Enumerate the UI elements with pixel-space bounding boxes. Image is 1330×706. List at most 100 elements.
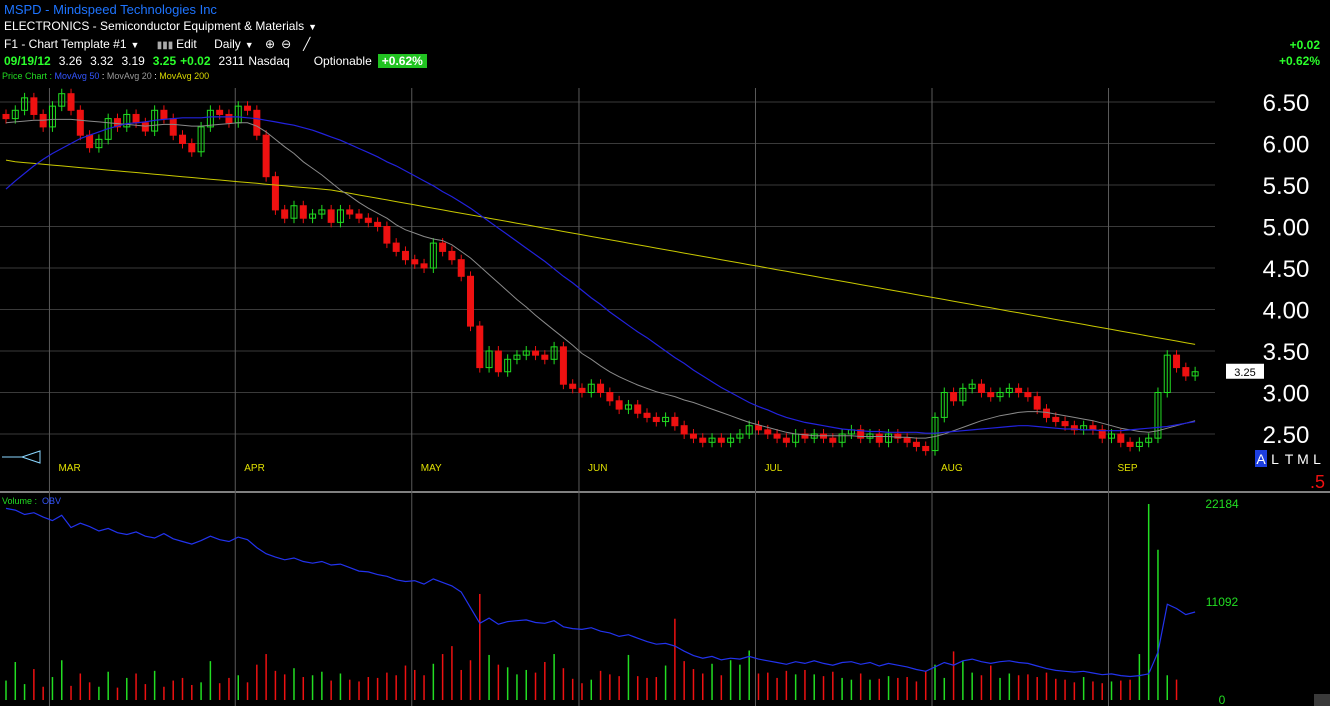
candle-down xyxy=(281,209,289,219)
volume-tick-label: 22184 xyxy=(1205,497,1239,511)
range-button[interactable]: A xyxy=(1256,451,1266,467)
period-label: Daily xyxy=(214,37,241,51)
candle-down xyxy=(950,392,958,402)
candle-down xyxy=(773,433,781,439)
candle-down xyxy=(448,250,456,261)
candle-down xyxy=(439,242,447,252)
range-button[interactable]: L xyxy=(1271,451,1279,467)
candle-down xyxy=(188,143,196,153)
candle-down xyxy=(67,93,75,111)
candle-down xyxy=(244,105,252,111)
price-tick-label: 4.00 xyxy=(1263,298,1310,325)
candle-down xyxy=(559,346,567,385)
candle-down xyxy=(216,109,224,115)
candle-down xyxy=(977,383,985,394)
candle-up xyxy=(58,93,66,107)
candle-up xyxy=(838,433,846,443)
legend-ma200[interactable]: MovAvg 200 xyxy=(159,71,210,81)
range-button[interactable]: L xyxy=(1313,451,1321,467)
candle-down xyxy=(912,441,920,447)
range-button[interactable]: T xyxy=(1285,451,1294,467)
candle-down xyxy=(1173,354,1181,369)
candle-down xyxy=(634,404,642,414)
candle-down xyxy=(1182,367,1190,377)
edit-label: Edit xyxy=(176,37,197,51)
candle-up xyxy=(21,97,29,111)
scroll-handle-icon xyxy=(2,450,41,464)
range-button[interactable]: M xyxy=(1297,451,1309,467)
candle-up xyxy=(1191,371,1199,377)
moving-average-lines xyxy=(5,116,1196,439)
candle-down xyxy=(132,113,140,124)
candle-down xyxy=(532,350,540,356)
edit-button[interactable]: ▮▮▮ Edit xyxy=(157,37,197,51)
quote-exchange: Nasdaq xyxy=(248,54,290,68)
legend-ma20[interactable]: MovAvg 20 xyxy=(106,71,152,81)
candle-down xyxy=(1126,441,1134,447)
candle-down xyxy=(597,383,605,394)
candle-up xyxy=(197,126,205,153)
price-tick-label: 2.50 xyxy=(1263,422,1310,449)
candle-up xyxy=(885,433,893,443)
candle-down xyxy=(1117,433,1125,443)
candle-down xyxy=(364,217,372,223)
candle-down xyxy=(1098,429,1106,439)
candle-up xyxy=(1163,354,1171,393)
candlestick-series xyxy=(2,88,1199,456)
quote-change: +0.02 xyxy=(180,54,211,68)
candle-up xyxy=(587,383,595,394)
candle-up xyxy=(940,392,948,418)
candle-down xyxy=(671,416,679,427)
candle-up xyxy=(95,138,103,149)
candle-down xyxy=(1024,392,1032,398)
candle-down xyxy=(1061,421,1069,427)
sector-selector[interactable]: ELECTRONICS - Semiconductor Equipment & … xyxy=(4,19,317,33)
candle-down xyxy=(299,205,307,219)
candle-up xyxy=(1135,441,1143,447)
quote-bar: 09/19/12 3.26 3.32 3.19 3.25 +0.02 2311 Nasdaq O… xyxy=(4,54,427,68)
ma200-line xyxy=(5,159,1196,345)
template-label: F1 - Chart Template #1 xyxy=(4,37,127,51)
candle-up xyxy=(727,437,735,443)
right-percent-change: +0.62% xyxy=(1278,54,1320,68)
period-selector[interactable]: Daily ▼ xyxy=(214,37,254,51)
candle-up xyxy=(522,350,530,356)
candle-down xyxy=(754,425,762,431)
range-button-active-bg xyxy=(1255,450,1267,467)
price-tick-label: 5.00 xyxy=(1263,215,1310,242)
candle-up xyxy=(708,437,716,443)
candle-up xyxy=(336,209,344,223)
scale-marker: .5 xyxy=(1310,472,1325,492)
template-selector[interactable]: F1 - Chart Template #1 ▼ xyxy=(4,37,139,51)
month-label: APR xyxy=(244,463,265,474)
draw-line-icon[interactable]: ╱ xyxy=(303,37,311,51)
zoom-out-icon[interactable]: ⊖ xyxy=(281,37,292,51)
candle-down xyxy=(643,412,651,418)
month-label: JUN xyxy=(588,463,607,474)
candle-down xyxy=(680,425,688,435)
candle-down xyxy=(160,109,168,120)
percent-change-badge: +0.62% xyxy=(377,54,427,68)
symbol-title[interactable]: MSPD - Mindspeed Technologies Inc xyxy=(4,2,217,17)
candle-down xyxy=(1089,425,1097,431)
legend-obv: OBV xyxy=(42,496,61,506)
candle-up xyxy=(1108,433,1116,439)
candle-down xyxy=(374,221,382,228)
candle-up xyxy=(1005,387,1013,394)
legend-volume: Volume : xyxy=(2,496,37,506)
candle-up xyxy=(429,242,437,269)
grid xyxy=(0,88,1330,706)
candle-down xyxy=(829,437,837,443)
volume-tick-label: 11092 xyxy=(1206,595,1239,609)
legend-ma50[interactable]: MovAvg 50 xyxy=(54,71,100,81)
month-label: AUG xyxy=(941,463,963,474)
zoom-in-icon[interactable]: ⊕ xyxy=(265,37,276,51)
candle-up xyxy=(104,118,112,140)
month-label: MAR xyxy=(58,463,80,474)
candle-up xyxy=(48,105,56,128)
candle-down xyxy=(1070,425,1078,431)
candle-down xyxy=(699,437,707,443)
sector-label: ELECTRONICS - Semiconductor Equipment & … xyxy=(4,19,305,33)
chevron-down-icon[interactable]: ▼ xyxy=(308,22,318,32)
